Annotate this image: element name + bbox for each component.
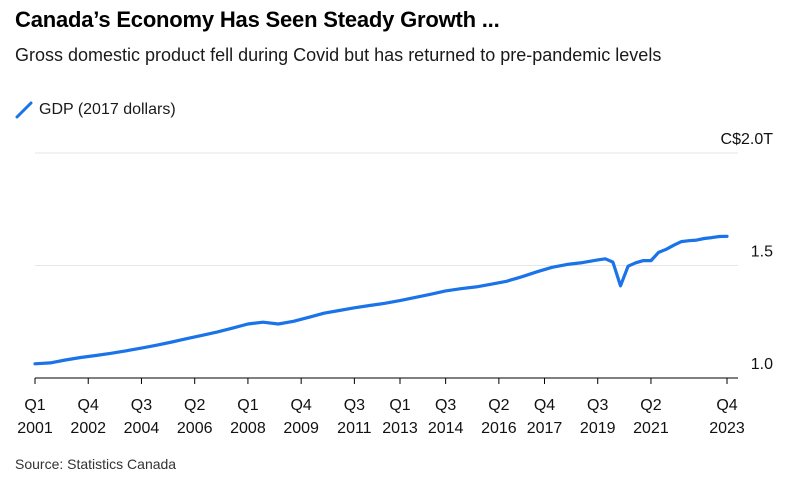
x-tick-quarter: Q3 [435,397,456,414]
x-tick-year: 2019 [580,420,616,437]
x-tick-quarter: Q1 [24,397,45,414]
x-tick-quarter: Q3 [131,397,152,414]
x-tick-year: 2023 [709,420,745,437]
x-tick-quarter: Q4 [716,397,737,414]
x-tick-quarter: Q4 [534,397,555,414]
chart-title: Canada’s Economy Has Seen Steady Growth … [15,7,500,32]
legend: GDP (2017 dollars) [15,101,176,119]
x-tick-year: 2002 [70,420,106,437]
x-tick-quarter: Q1 [389,397,410,414]
x-tick-year: 2013 [382,420,418,437]
x-tick-quarter: Q4 [78,397,99,414]
x-tick-quarter: Q3 [587,397,608,414]
y-tick-label: 1.0 [751,356,773,373]
x-tick-year: 2017 [527,420,563,437]
x-tick-year: 2009 [283,420,319,437]
x-tick-year: 2016 [481,420,517,437]
y-tick-label: 1.5 [751,244,773,261]
x-tick-year: 2004 [124,420,160,437]
gdp-series-line [33,234,729,366]
source-note: Source: Statistics Canada [15,456,177,472]
legend-line-icon [15,101,33,119]
legend-label: GDP (2017 dollars) [39,101,176,118]
x-tick-quarter: Q1 [237,397,258,414]
x-tick-quarter: Q2 [640,397,661,414]
x-tick-quarter: Q4 [290,397,311,414]
x-tick-year: 2021 [633,420,669,437]
x-tick-year: 2008 [230,420,266,437]
x-tick-year: 2011 [337,420,372,437]
y-tick-label: C$2.0T [721,131,774,148]
x-tick-year: 2014 [428,420,464,437]
x-tick-year: 2001 [17,420,53,437]
x-tick-quarter: Q3 [344,397,365,414]
x-tick-quarter: Q2 [184,397,205,414]
x-tick-year: 2006 [177,420,213,437]
chart-subtitle: Gross domestic product fell during Covid… [15,45,662,65]
x-tick-quarter: Q2 [488,397,509,414]
